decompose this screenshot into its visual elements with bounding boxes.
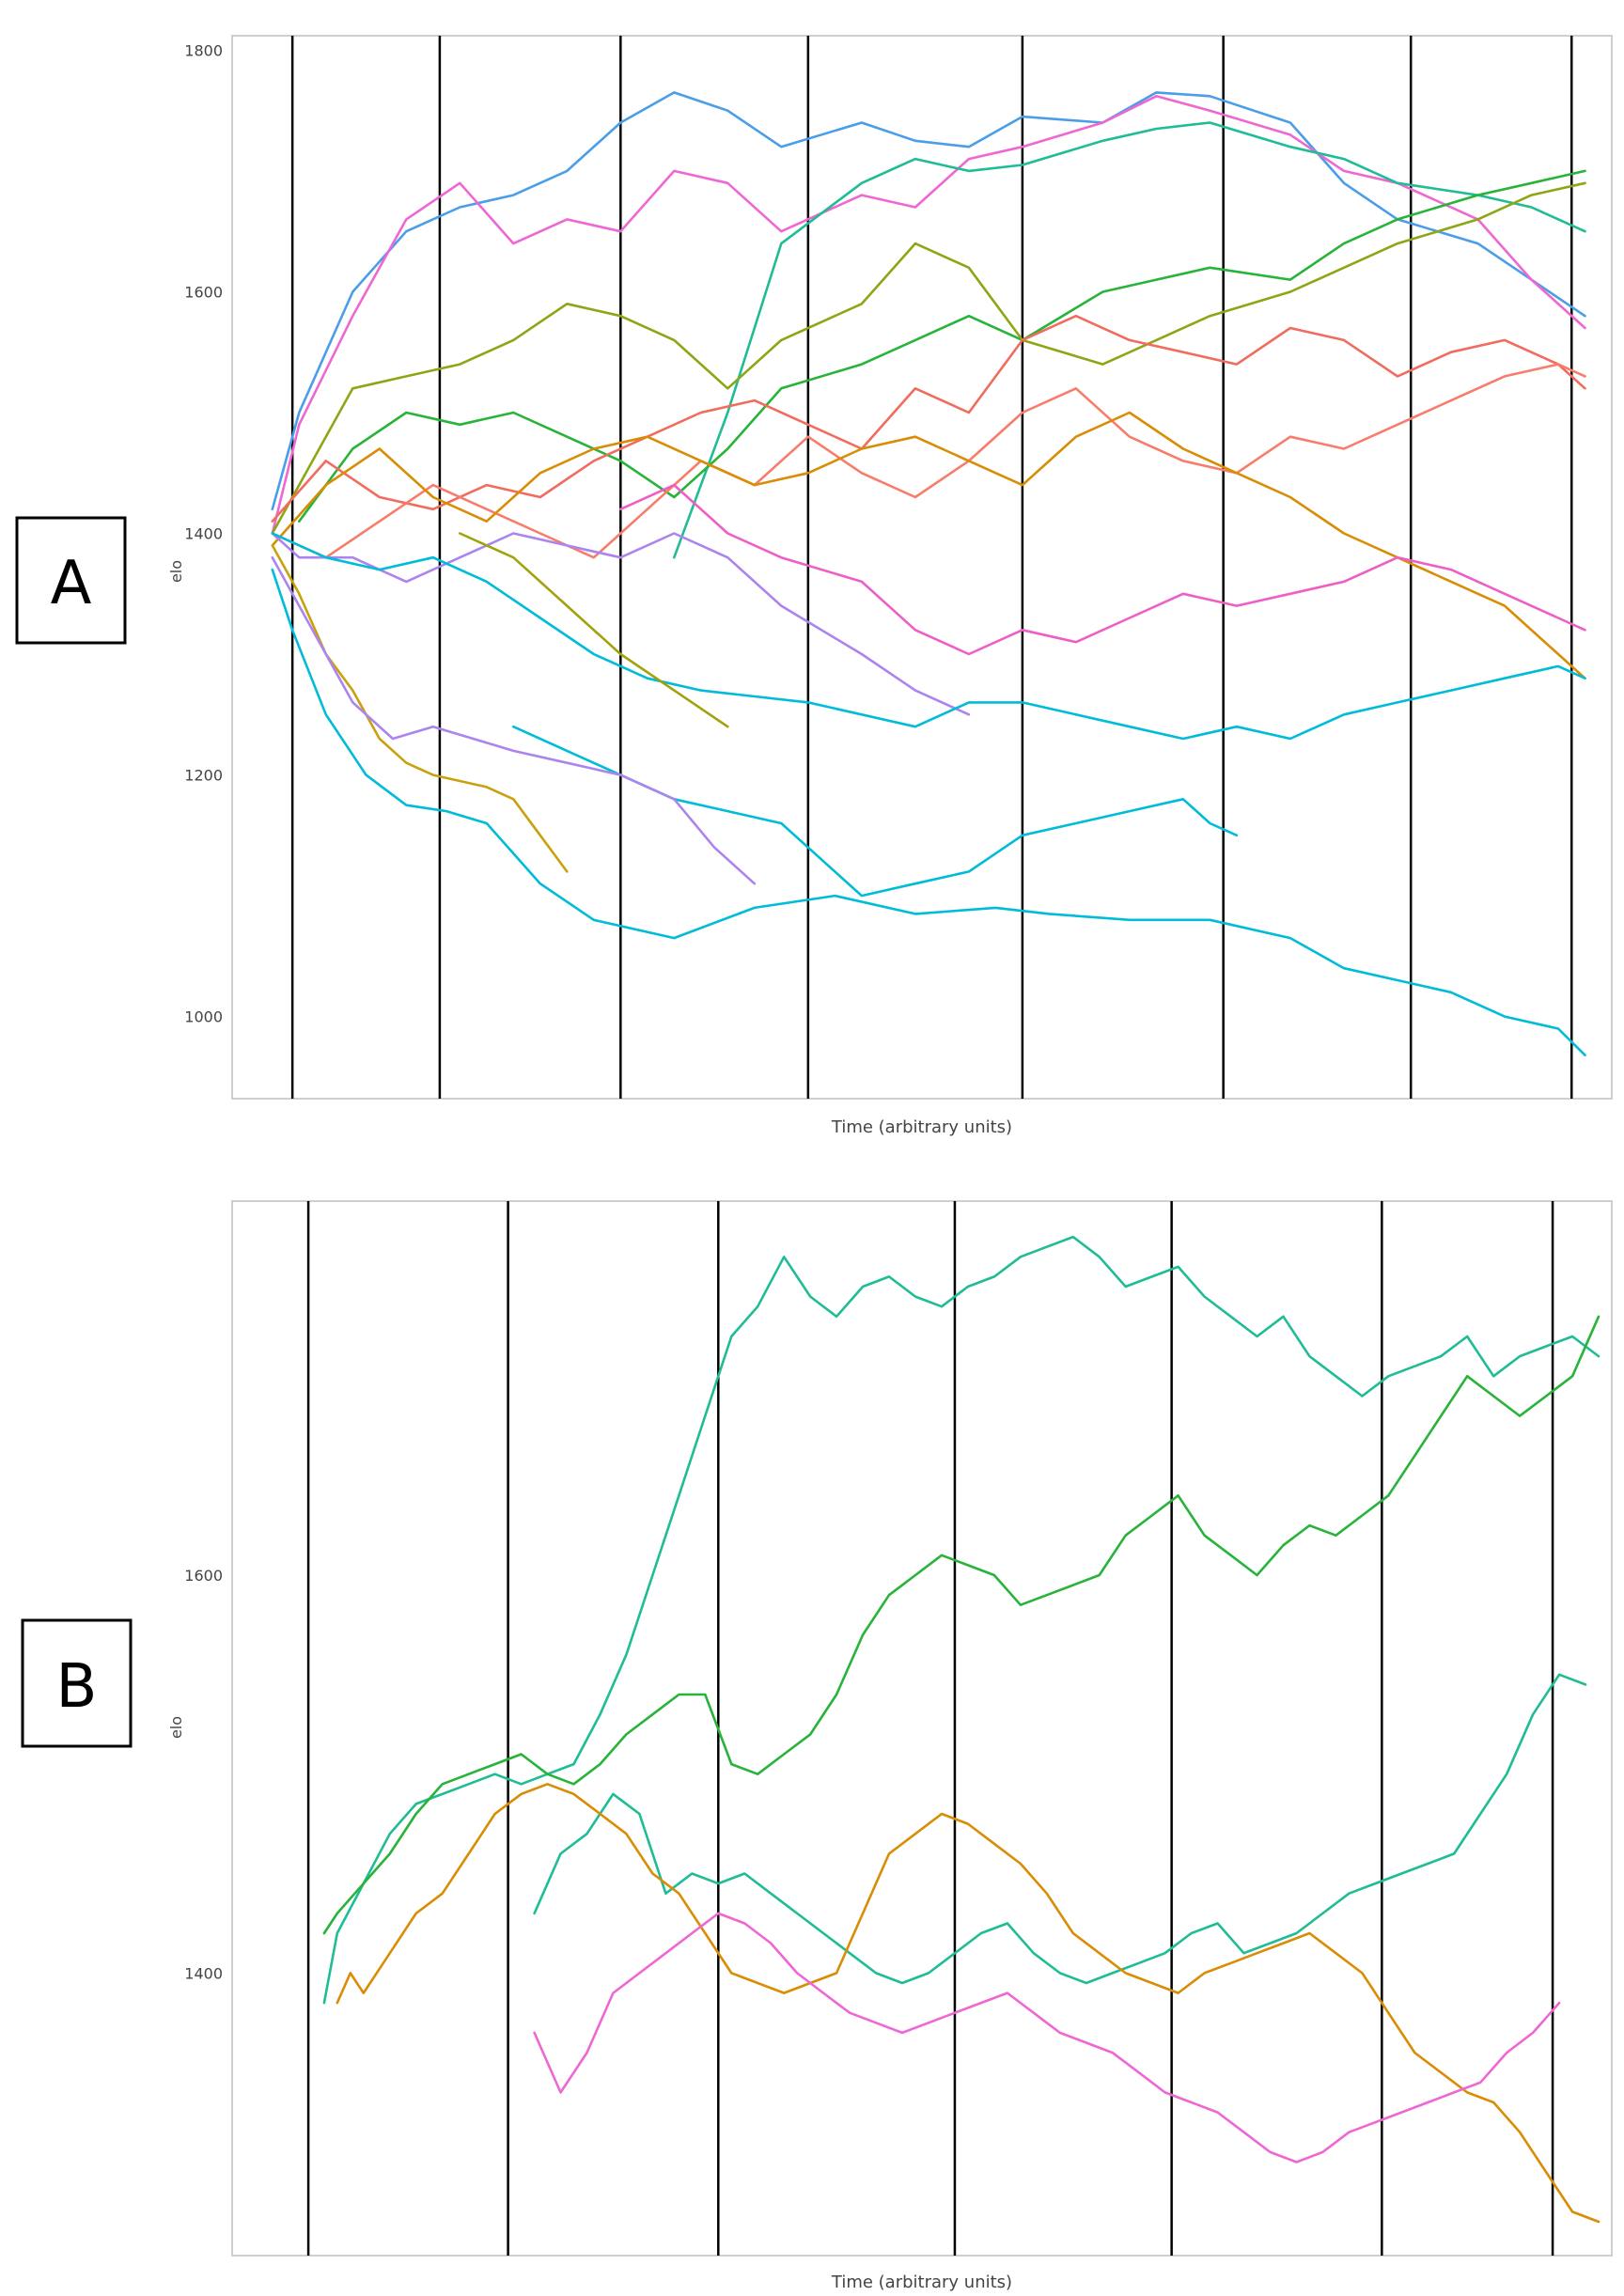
panel-b-plot: 1400 1600 [184, 1201, 1601, 2256]
panel-a-series-line-2 [672, 121, 1586, 559]
panel-b-series-line-4 [533, 1912, 1561, 2163]
panel-a-series-line-1 [271, 95, 1586, 535]
panel-a-xlabel: Time (arbitrary units) [831, 1117, 1012, 1137]
panel-a-ytick-label-1: 1200 [184, 767, 223, 785]
panel-a-series-line-3 [297, 169, 1586, 523]
panel-a-series-line-8 [618, 483, 1586, 656]
panel-b-series-line-3 [336, 1783, 1601, 2224]
panel-b-series-line-1 [322, 1315, 1601, 1935]
panel-a-plot: 1000 1200 1400 1600 1800 [184, 36, 1586, 1099]
panel-a-series-line-4 [271, 181, 1586, 535]
panel-a-ytick-label-0: 1000 [184, 1008, 223, 1026]
panel-a-series-line-0 [271, 91, 1586, 511]
panel-a-series-line-14 [271, 555, 757, 885]
panel-a-series-line-9 [271, 532, 971, 716]
panel-b-ytick-label-0: 1400 [184, 1964, 223, 1982]
panel-b-label: B [56, 1652, 98, 1722]
panel-b-ylabel: elo [167, 1716, 185, 1739]
panel-a-ytick-label-3: 1600 [184, 283, 223, 301]
panel-a-label-box [15, 516, 127, 645]
panel-a-ytick-label-4: 1800 [184, 41, 223, 59]
panel-b-xlabel: Time (arbitrary units) [831, 2273, 1012, 2292]
panel-b-ytick-label-1: 1600 [184, 1567, 223, 1585]
panel-a-ylabel: elo [167, 560, 185, 583]
panel-b-label-box [21, 1618, 133, 1748]
panel-a-ytick-label-2: 1400 [184, 525, 223, 543]
panel-a-label: A [51, 549, 92, 618]
panel-a-series-line-5 [271, 314, 1586, 523]
panel-b-series-line-0 [322, 1235, 1601, 2005]
panel-a-series-line-15 [458, 532, 729, 728]
panel-b-series-line-2 [533, 1673, 1587, 1985]
panel-a-series-line-11 [271, 568, 1586, 1056]
panel-b-plot-frame [231, 1200, 1613, 2257]
panel-a-series-line-10 [271, 532, 1586, 741]
panel-a-series-line-7 [271, 411, 1586, 680]
panel-a-plot-frame [231, 35, 1613, 1100]
